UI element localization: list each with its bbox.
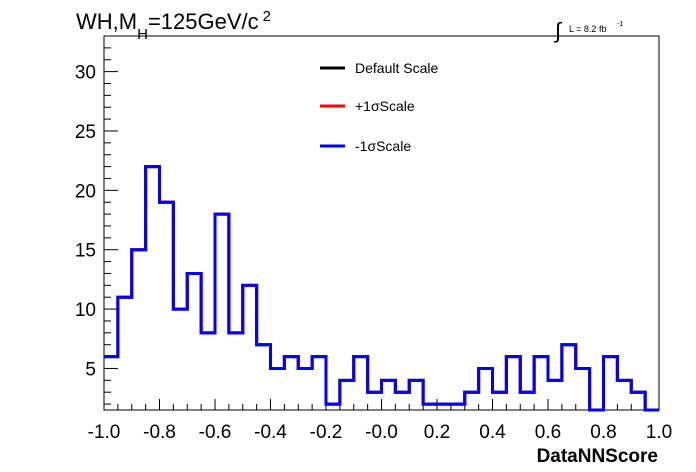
legend-label-plus1sigma: +1σScale bbox=[355, 98, 415, 114]
y-tick-label: 30 bbox=[75, 63, 96, 84]
x-axis-title: DataNNScore bbox=[537, 446, 658, 467]
x-tick-label: -0.6 bbox=[199, 422, 232, 443]
series-line-2 bbox=[104, 165, 659, 412]
x-tick-label: -0.0 bbox=[365, 422, 398, 443]
x-tick-label: -1.0 bbox=[88, 422, 121, 443]
x-tick-label: -0.4 bbox=[254, 422, 287, 443]
x-tick-label: 0.8 bbox=[590, 422, 616, 443]
x-tick-label: -0.8 bbox=[143, 422, 176, 443]
luminosity-label: ∫ L = 8.2 fb -1 bbox=[553, 18, 623, 43]
x-tick-label: 1.0 bbox=[646, 422, 672, 443]
integral-symbol: ∫ bbox=[553, 18, 563, 43]
y-tick-label: 10 bbox=[75, 300, 96, 321]
legend: Default Scale +1σScale -1σScale bbox=[320, 60, 438, 154]
x-tick-label: 0.2 bbox=[424, 422, 450, 443]
legend-label-minus1sigma: -1σScale bbox=[355, 138, 411, 154]
y-tick-label: 20 bbox=[75, 181, 96, 202]
x-tick-label: -0.2 bbox=[310, 422, 343, 443]
x-tick-label: 0.4 bbox=[479, 422, 506, 443]
x-axis: -1.0 -0.8 -0.6 -0.4 -0.2 -0.0 0.2 0.4 0.6 0.8 1.0 bbox=[88, 399, 672, 443]
y-tick-label: 5 bbox=[85, 359, 96, 380]
histogram-series bbox=[104, 165, 659, 412]
y-axis: 5 10 15 20 25 30 bbox=[75, 35, 118, 405]
chart-title: WH,MH=125GeV/c 2 bbox=[76, 8, 271, 43]
x-tick-label: 0.6 bbox=[535, 422, 561, 443]
y-tick-label: 25 bbox=[75, 122, 96, 143]
luminosity-exponent: -1 bbox=[617, 21, 623, 28]
legend-label-default: Default Scale bbox=[355, 60, 438, 76]
luminosity-text: L = 8.2 fb bbox=[569, 24, 606, 34]
y-tick-label: 15 bbox=[75, 241, 96, 262]
